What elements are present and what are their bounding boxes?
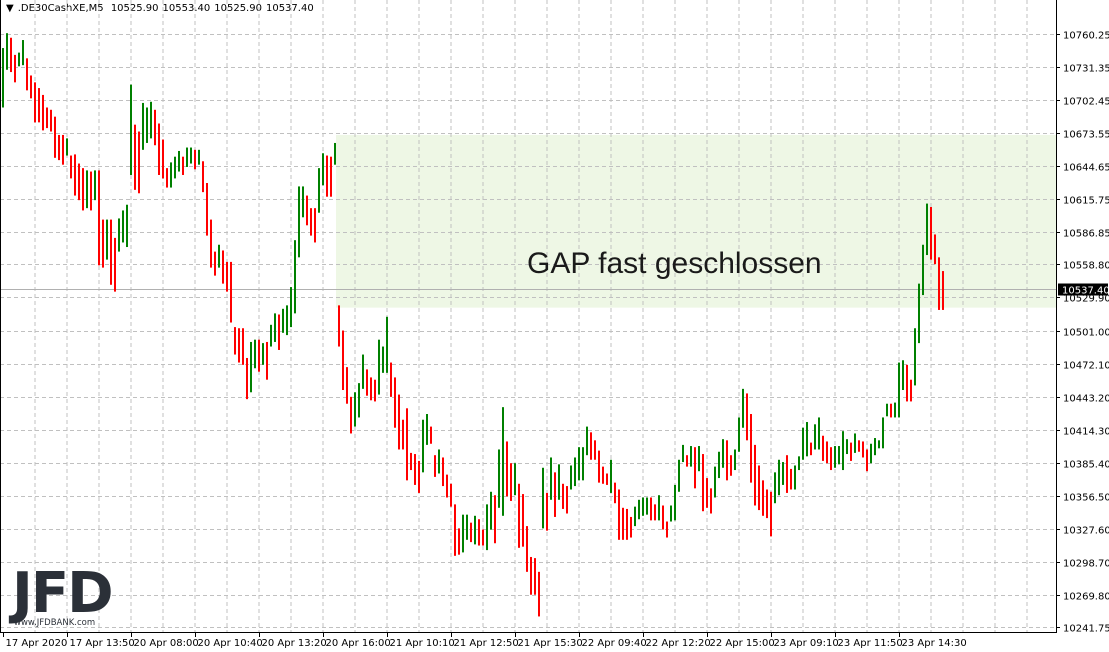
x-tick-label: 22 Apr 15:00 — [710, 638, 775, 649]
chart-header: ▼ .DE30CashXE,M5 10525.90 10553.40 10525.90… — [6, 3, 318, 14]
y-tick-label: 10731.35 — [1063, 64, 1109, 75]
jfd-logo: JFD www.JFDBANK.com — [8, 561, 114, 628]
y-tick-label: 10414.30 — [1063, 427, 1109, 438]
y-tick-label: 10472.10 — [1063, 361, 1109, 372]
x-tick-label: 20 Apr 13:20 — [262, 638, 327, 649]
low-value: 10525.90 — [214, 3, 262, 14]
y-tick-label: 10298.70 — [1063, 559, 1109, 570]
x-tick-label: 21 Apr 10:10 — [390, 638, 455, 649]
y-tick-label: 10673.55 — [1063, 130, 1109, 141]
y-tick-label: 10558.80 — [1063, 261, 1109, 272]
y-tick-label: 10644.65 — [1063, 163, 1109, 174]
x-tick-label: 21 Apr 15:30 — [518, 638, 583, 649]
x-tick-label: 17 Apr 2020 — [6, 638, 68, 649]
y-tick-label: 10269.80 — [1063, 592, 1109, 603]
symbol-label: .DE30CashXE,M5 — [17, 3, 104, 14]
y-tick-label: 10615.75 — [1063, 196, 1109, 207]
y-tick-label: 10529.90 — [1063, 294, 1109, 305]
gap-zone — [336, 134, 1056, 308]
current-price-label: 10537.40 — [1062, 286, 1109, 297]
x-tick-label: 23 Apr 14:30 — [902, 638, 967, 649]
high-value: 10553.40 — [162, 3, 211, 14]
x-tick-label: 22 Apr 12:20 — [646, 638, 711, 649]
gap-annotation: GAP fast geschlossen — [527, 247, 822, 280]
y-tick-label: 10702.45 — [1063, 97, 1109, 108]
y-tick-label: 10501.00 — [1063, 328, 1109, 339]
logo-url: www.JFDBANK.com — [14, 618, 95, 628]
x-tick-label: 20 Apr 16:00 — [326, 638, 391, 649]
y-tick-label: 10327.60 — [1063, 526, 1109, 537]
y-tick-label: 10385.40 — [1063, 460, 1109, 471]
x-tick-label: 20 Apr 10:40 — [198, 638, 263, 649]
logo-mark: JFD — [8, 561, 112, 626]
current-price-box — [1058, 283, 1108, 296]
x-tick-label: 22 Apr 09:40 — [582, 638, 647, 649]
open-value: 10525.90 — [110, 3, 159, 14]
x-tick-label: 23 Apr 09:10 — [774, 638, 839, 649]
y-tick-label: 10760.25 — [1063, 31, 1109, 42]
y-tick-label: 10443.20 — [1063, 394, 1109, 405]
triangle-down-icon[interactable]: ▼ — [6, 3, 14, 14]
close-value: 10537.40 — [265, 3, 314, 14]
x-tick-label: 17 Apr 13:50 — [70, 638, 135, 649]
x-tick-label: 20 Apr 08:00 — [134, 638, 199, 649]
y-tick-label: 10586.85 — [1063, 229, 1109, 240]
x-tick-label: 21 Apr 12:50 — [454, 638, 519, 649]
x-tick-label: 23 Apr 11:50 — [838, 638, 903, 649]
y-tick-label: 10356.50 — [1063, 493, 1109, 504]
y-tick-label: 10241.75 — [1063, 624, 1109, 635]
